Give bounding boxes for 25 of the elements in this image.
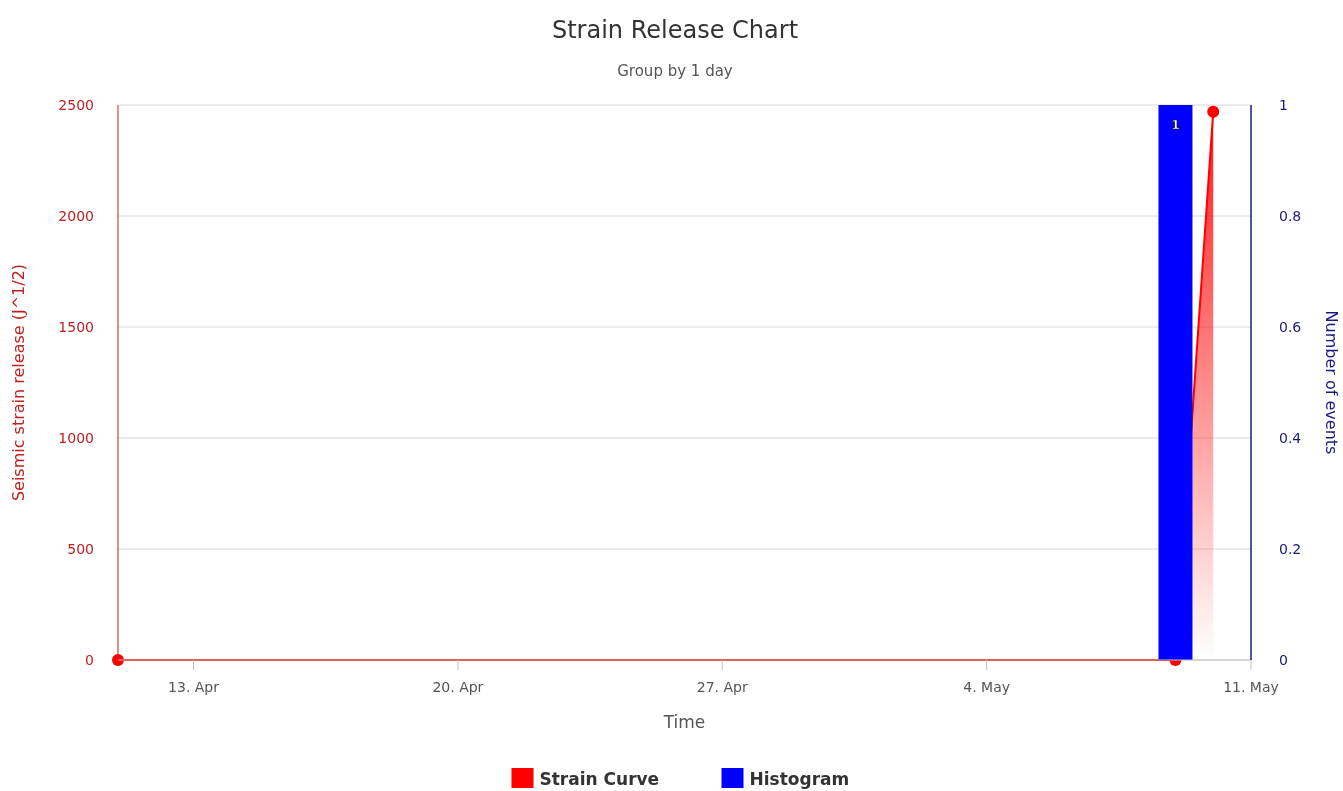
chart-subtitle: Group by 1 day bbox=[617, 62, 733, 80]
y-tick-label: 1500 bbox=[58, 319, 94, 335]
x-tick-label: 20. Apr bbox=[432, 679, 484, 695]
y2-tick-label: 0 bbox=[1279, 652, 1288, 668]
x-axis-title: Time bbox=[662, 712, 706, 732]
y2-tick-label: 0.8 bbox=[1279, 208, 1302, 224]
chart-title: Strain Release Chart bbox=[551, 16, 799, 44]
y-axis-title: Seismic strain release (J^1/2) bbox=[9, 263, 28, 502]
x-tick-label: 27. Apr bbox=[696, 679, 748, 695]
y2-tick-label: 0.2 bbox=[1279, 541, 1302, 557]
legend-label: Histogram bbox=[749, 769, 850, 789]
x-tick-label: 11. May bbox=[1223, 679, 1279, 695]
y-tick-label: 2500 bbox=[58, 97, 94, 113]
legend-label: Strain Curve bbox=[539, 769, 660, 789]
y-tick-label: 0 bbox=[85, 652, 94, 668]
y-tick-label: 2000 bbox=[58, 208, 94, 224]
y2-tick-label: 1 bbox=[1279, 97, 1288, 113]
y2-tick-label: 0.6 bbox=[1279, 319, 1302, 335]
x-tick-label: 4. May bbox=[963, 679, 1011, 695]
y2-axis-title: Number of events bbox=[1322, 310, 1341, 455]
data-label: 1 bbox=[1170, 117, 1180, 132]
x-tick-label: 13. Apr bbox=[168, 679, 220, 695]
y-tick-label: 1000 bbox=[58, 430, 94, 446]
y2-tick-label: 0.4 bbox=[1279, 430, 1302, 446]
y-tick-label: 500 bbox=[67, 541, 94, 557]
